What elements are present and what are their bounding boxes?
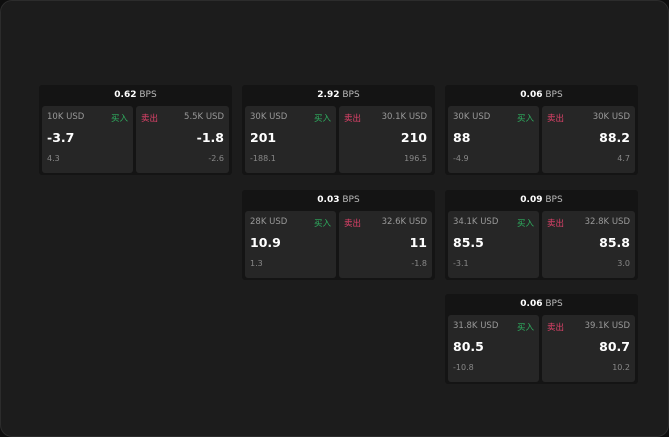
ask-size: 30.1K USD	[381, 112, 427, 122]
quote-card: 0.09 BPS 34.1K USD 买入 85.5 -3.1 卖出 32.8K U…	[445, 190, 638, 280]
bid-change: 4.3	[47, 154, 60, 163]
spread-unit: BPS	[545, 195, 563, 205]
bid-change: -4.9	[453, 154, 469, 163]
spread-value: 0.09	[520, 195, 543, 205]
quote-card: 0.06 BPS 31.8K USD 买入 80.5 -10.8 卖出 39.1K …	[445, 294, 638, 384]
spread-header: 0.09 BPS	[445, 190, 638, 211]
spread-unit: BPS	[342, 90, 360, 100]
ask-change: 196.5	[404, 154, 427, 163]
spread-value: 2.92	[317, 90, 340, 100]
ask-price: 88.2	[599, 130, 630, 145]
bid-size: 31.8K USD	[453, 321, 499, 331]
buy-panel[interactable]: 34.1K USD 买入 85.5 -3.1	[448, 211, 539, 278]
bid-price: 85.5	[453, 235, 484, 250]
ask-price: 85.8	[599, 235, 630, 250]
spread-unit: BPS	[545, 299, 563, 309]
spread-header: 0.03 BPS	[242, 190, 435, 211]
bid-change: -188.1	[250, 154, 276, 163]
sell-label: 卖出	[547, 114, 565, 124]
bid-price: 10.9	[250, 235, 281, 250]
ask-change: 4.7	[617, 154, 630, 163]
ask-size: 32.8K USD	[584, 217, 630, 227]
sell-panel[interactable]: 卖出 30.1K USD 210 196.5	[339, 106, 432, 173]
sell-label: 卖出	[141, 114, 159, 124]
bid-change: 1.3	[250, 259, 263, 268]
spread-value: 0.62	[114, 90, 137, 100]
bid-size: 28K USD	[250, 217, 288, 227]
ask-price: -1.8	[196, 130, 224, 145]
sell-panel[interactable]: 卖出 32.6K USD 11 -1.8	[339, 211, 432, 278]
bid-change: -10.8	[453, 363, 474, 372]
bid-change: -3.1	[453, 259, 469, 268]
quote-card: 0.62 BPS 10K USD 买入 -3.7 4.3 卖出 5.5K USD -…	[39, 85, 232, 175]
ask-size: 32.6K USD	[381, 217, 427, 227]
bid-size: 34.1K USD	[453, 217, 499, 227]
ask-change: -1.8	[411, 259, 427, 268]
spread-unit: BPS	[545, 90, 563, 100]
buy-panel[interactable]: 30K USD 买入 88 -4.9	[448, 106, 539, 173]
buy-panel[interactable]: 31.8K USD 买入 80.5 -10.8	[448, 315, 539, 382]
ask-change: 10.2	[612, 363, 630, 372]
sell-label: 卖出	[344, 114, 362, 124]
sell-panel[interactable]: 卖出 39.1K USD 80.7 10.2	[542, 315, 635, 382]
spread-value: 0.06	[520, 90, 543, 100]
bid-price: 88	[453, 130, 471, 145]
buy-label: 买入	[313, 219, 331, 229]
spread-value: 0.06	[520, 299, 543, 309]
bid-size: 10K USD	[47, 112, 85, 122]
ask-change: 3.0	[617, 259, 630, 268]
buy-label: 买入	[110, 114, 128, 124]
ask-size: 5.5K USD	[184, 112, 224, 122]
buy-label: 买入	[516, 114, 534, 124]
buy-label: 买入	[516, 219, 534, 229]
ask-size: 30K USD	[592, 112, 630, 122]
bid-price: 80.5	[453, 339, 484, 354]
buy-panel[interactable]: 30K USD 买入 201 -188.1	[245, 106, 336, 173]
bid-size: 30K USD	[250, 112, 288, 122]
bid-price: -3.7	[47, 130, 75, 145]
spread-unit: BPS	[342, 195, 360, 205]
quote-card: 0.03 BPS 28K USD 买入 10.9 1.3 卖出 32.6K USD …	[242, 190, 435, 280]
spread-header: 2.92 BPS	[242, 85, 435, 106]
quote-card: 0.06 BPS 30K USD 买入 88 -4.9 卖出 30K USD 88.…	[445, 85, 638, 175]
bid-size: 30K USD	[453, 112, 491, 122]
sell-panel[interactable]: 卖出 5.5K USD -1.8 -2.6	[136, 106, 229, 173]
spread-header: 0.06 BPS	[445, 85, 638, 106]
ask-change: -2.6	[208, 154, 224, 163]
buy-label: 买入	[313, 114, 331, 124]
sell-label: 卖出	[547, 323, 565, 333]
ask-price: 80.7	[599, 339, 630, 354]
bid-price: 201	[250, 130, 277, 145]
sell-label: 卖出	[344, 219, 362, 229]
ask-price: 210	[400, 130, 427, 145]
buy-panel[interactable]: 28K USD 买入 10.9 1.3	[245, 211, 336, 278]
spread-header: 0.62 BPS	[39, 85, 232, 106]
spread-unit: BPS	[139, 90, 157, 100]
ask-price: 11	[409, 235, 427, 250]
spread-value: 0.03	[317, 195, 340, 205]
buy-label: 买入	[516, 323, 534, 333]
spread-header: 0.06 BPS	[445, 294, 638, 315]
ask-size: 39.1K USD	[584, 321, 630, 331]
sell-label: 卖出	[547, 219, 565, 229]
sell-panel[interactable]: 卖出 30K USD 88.2 4.7	[542, 106, 635, 173]
buy-panel[interactable]: 10K USD 买入 -3.7 4.3	[42, 106, 133, 173]
quote-card: 2.92 BPS 30K USD 买入 201 -188.1 卖出 30.1K US…	[242, 85, 435, 175]
sell-panel[interactable]: 卖出 32.8K USD 85.8 3.0	[542, 211, 635, 278]
